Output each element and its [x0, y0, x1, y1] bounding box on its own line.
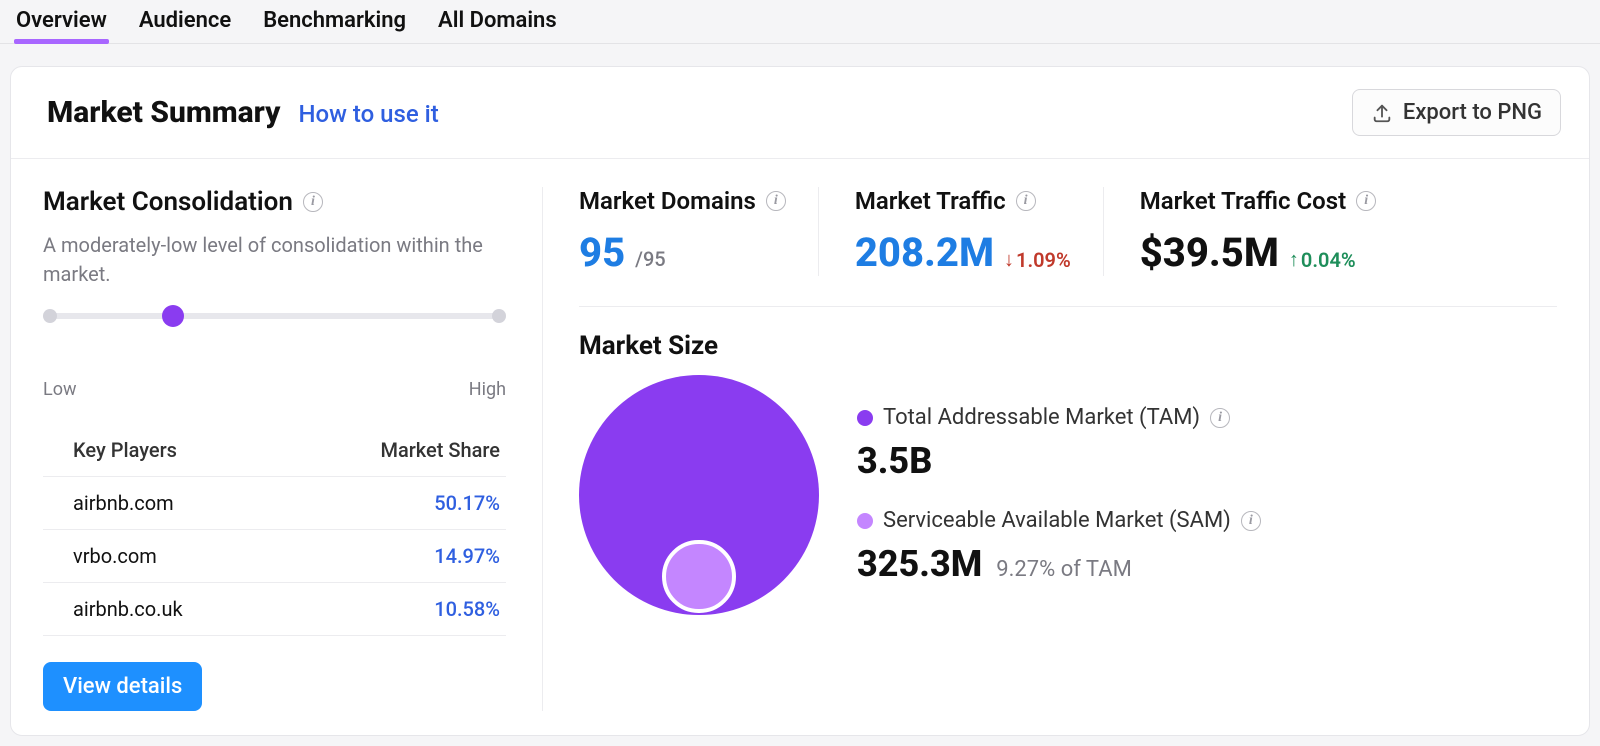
info-icon[interactable]: i: [1241, 511, 1261, 531]
delta-value: 1.09%: [1016, 248, 1071, 272]
player-name: vrbo.com: [73, 544, 157, 568]
delta-down: ↓ 1.09%: [1004, 247, 1071, 272]
player-share: 10.58%: [434, 597, 500, 621]
arrow-down-icon: ↓: [1004, 247, 1014, 272]
consolidation-title: Market Consolidation: [43, 187, 293, 217]
export-png-button[interactable]: Export to PNG: [1352, 89, 1561, 136]
metric-title-text: Market Traffic Cost: [1140, 187, 1346, 215]
dot-icon: [857, 513, 873, 529]
how-to-use-link[interactable]: How to use it: [298, 100, 438, 128]
export-png-label: Export to PNG: [1403, 100, 1542, 125]
metric-market-traffic: Market Traffic i 208.2M ↓ 1.09%: [819, 187, 1104, 276]
market-size-chart: [579, 375, 819, 615]
legend-sam: Serviceable Available Market (SAM) i 325…: [857, 508, 1261, 585]
info-icon[interactable]: i: [766, 191, 786, 211]
market-summary-card: Market Summary How to use it Export to P…: [10, 66, 1590, 736]
table-row[interactable]: vrbo.com 14.97%: [43, 530, 506, 583]
metric-suffix: /95: [635, 247, 666, 271]
metric-market-traffic-cost: Market Traffic Cost i $39.5M ↑ 0.04%: [1104, 187, 1376, 276]
tam-label: Total Addressable Market (TAM): [883, 405, 1200, 430]
player-name: airbnb.co.uk: [73, 597, 183, 621]
consolidation-description: A moderately-low level of consolidation …: [43, 231, 506, 289]
info-icon[interactable]: i: [1210, 408, 1230, 428]
sam-label: Serviceable Available Market (SAM): [883, 508, 1231, 533]
metric-title-text: Market Domains: [579, 187, 756, 215]
metric-market-domains: Market Domains i 95 /95: [579, 187, 819, 276]
arrow-up-icon: ↑: [1289, 247, 1299, 272]
delta-up: ↑ 0.04%: [1289, 247, 1356, 272]
slider-low-label: Low: [43, 379, 77, 400]
tab-benchmarking[interactable]: Benchmarking: [261, 4, 408, 43]
slider-high-label: High: [469, 379, 506, 400]
metric-value: $39.5M: [1140, 229, 1279, 276]
tam-value: 3.5B: [857, 440, 932, 482]
info-icon[interactable]: i: [303, 192, 323, 212]
tab-audience[interactable]: Audience: [137, 4, 233, 43]
metric-value: 95: [579, 229, 625, 276]
export-icon: [1371, 102, 1393, 124]
market-size-legend: Total Addressable Market (TAM) i 3.5B Se…: [857, 405, 1261, 585]
player-name: airbnb.com: [73, 491, 174, 515]
market-size-title: Market Size: [579, 331, 1557, 361]
market-consolidation-panel: Market Consolidation i A moderately-low …: [43, 187, 543, 711]
table-row[interactable]: airbnb.co.uk 10.58%: [43, 583, 506, 636]
info-icon[interactable]: i: [1356, 191, 1376, 211]
view-details-button[interactable]: View details: [43, 662, 202, 711]
metrics-row: Market Domains i 95 /95 Market Traffic i…: [579, 187, 1557, 276]
col-market-share: Market Share: [380, 438, 500, 462]
consolidation-slider[interactable]: [43, 307, 506, 355]
col-key-players: Key Players: [73, 438, 177, 462]
sam-value: 325.3M: [857, 543, 982, 585]
tabs-bar: Overview Audience Benchmarking All Domai…: [0, 0, 1600, 44]
player-share: 50.17%: [434, 491, 500, 515]
card-header: Market Summary How to use it Export to P…: [11, 67, 1589, 159]
delta-value: 0.04%: [1301, 248, 1356, 272]
key-players-table: Key Players Market Share airbnb.com 50.1…: [43, 424, 506, 636]
page-title: Market Summary: [47, 95, 280, 130]
tab-overview[interactable]: Overview: [14, 4, 109, 43]
sam-note: 9.27% of TAM: [996, 557, 1132, 582]
tab-all-domains[interactable]: All Domains: [436, 4, 559, 43]
metric-title-text: Market Traffic: [855, 187, 1006, 215]
table-row[interactable]: airbnb.com 50.17%: [43, 477, 506, 530]
legend-tam: Total Addressable Market (TAM) i 3.5B: [857, 405, 1261, 482]
metric-value: 208.2M: [855, 229, 994, 276]
dot-icon: [857, 410, 873, 426]
info-icon[interactable]: i: [1016, 191, 1036, 211]
player-share: 14.97%: [434, 544, 500, 568]
